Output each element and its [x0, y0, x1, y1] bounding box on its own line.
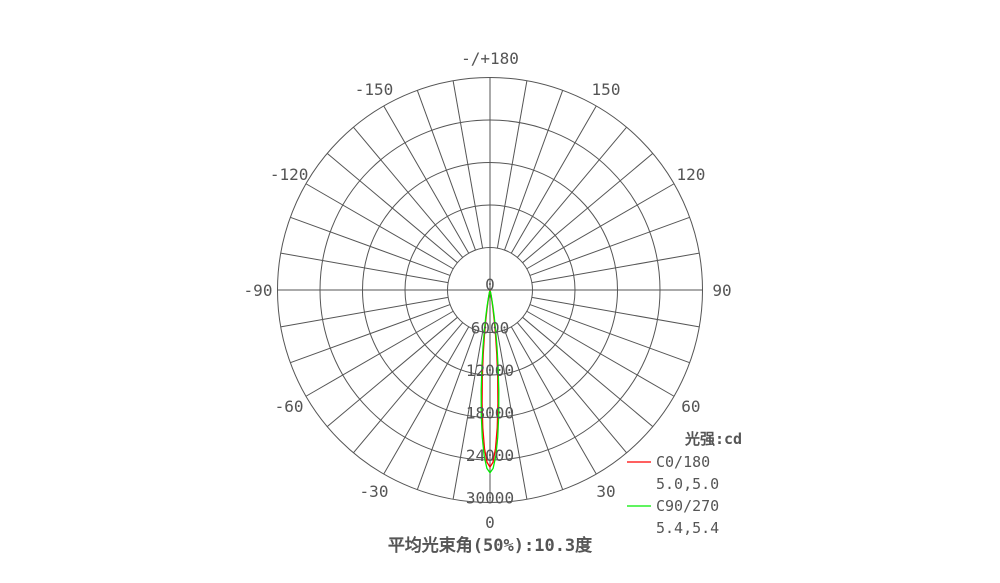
legend-label-c90: C90/270 — [656, 497, 719, 515]
angle-tick-label: 120 — [676, 165, 705, 184]
grid-spoke — [504, 329, 564, 490]
grid-spoke — [531, 252, 700, 284]
grid-spoke — [522, 153, 654, 264]
radial-tick-label: 24000 — [466, 446, 514, 465]
radial-tick-label: 30000 — [466, 489, 514, 508]
footer-beam-angle: 平均光束角(50%):10.3度 — [388, 535, 593, 556]
grid-spoke — [383, 326, 470, 475]
grid-spoke — [280, 252, 449, 284]
grid-spoke — [305, 183, 454, 270]
grid-spoke — [522, 316, 654, 427]
angle-tick-label: -90 — [244, 281, 273, 300]
angle-tick-label: 150 — [592, 80, 621, 99]
angle-tick-label: 30 — [596, 482, 615, 501]
grid-spoke — [496, 80, 528, 249]
grid-spoke — [496, 331, 528, 500]
grid-spoke — [326, 316, 458, 427]
angle-tick-label: -60 — [275, 397, 304, 416]
grid-spoke — [280, 296, 449, 328]
angle-tick-label: -/+180 — [461, 49, 519, 68]
grid-spoke — [416, 90, 476, 251]
grid-spoke — [452, 331, 484, 500]
grid-spoke — [510, 105, 597, 254]
grid-spoke — [353, 126, 464, 258]
grid-spoke — [290, 216, 451, 276]
angle-tick-label: -30 — [360, 482, 389, 501]
angle-tick-label: 60 — [681, 397, 700, 416]
grid-spoke — [529, 216, 690, 276]
radial-tick-label: 6000 — [471, 319, 510, 338]
grid-spoke — [531, 296, 700, 328]
grid-spoke — [326, 153, 458, 264]
series-line-1 — [480, 290, 500, 474]
grid-spoke — [416, 329, 476, 490]
grid-spoke — [353, 322, 464, 454]
grid-spoke — [526, 183, 675, 270]
legend-beam-c0: 5.0,5.0 — [656, 475, 719, 493]
grid-spoke — [526, 310, 675, 397]
radial-tick-label: 18000 — [466, 404, 514, 423]
intensity-curves — [480, 290, 500, 474]
grid-spoke — [510, 326, 597, 475]
axis-labels: 0 6000 12000 18000 24000 30000 -/+180 150 120 90 6… — [244, 49, 732, 532]
radial-tick-label: 0 — [485, 275, 495, 294]
angle-tick-label: 0 — [485, 513, 495, 532]
grid-spoke — [452, 80, 484, 249]
legend-unit: 光强:cd — [684, 430, 742, 448]
legend-beam-c90: 5.4,5.4 — [656, 519, 719, 537]
angle-tick-label: -150 — [355, 80, 394, 99]
radial-tick-label: 12000 — [466, 361, 514, 380]
grid-spoke — [383, 105, 470, 254]
angle-tick-label: 90 — [712, 281, 731, 300]
grid-spoke — [529, 304, 690, 364]
grid-spoke — [305, 310, 454, 397]
polar-grid — [277, 77, 703, 503]
angle-tick-label: -120 — [270, 165, 309, 184]
grid-spoke — [290, 304, 451, 364]
legend-label-c0: C0/180 — [656, 453, 710, 471]
grid-spoke — [504, 90, 564, 251]
grid-spoke — [516, 126, 627, 258]
legend: 光强:cd C0/180 5.0,5.0 C90/270 5.4,5.4 — [627, 430, 742, 537]
grid-spoke — [516, 322, 627, 454]
